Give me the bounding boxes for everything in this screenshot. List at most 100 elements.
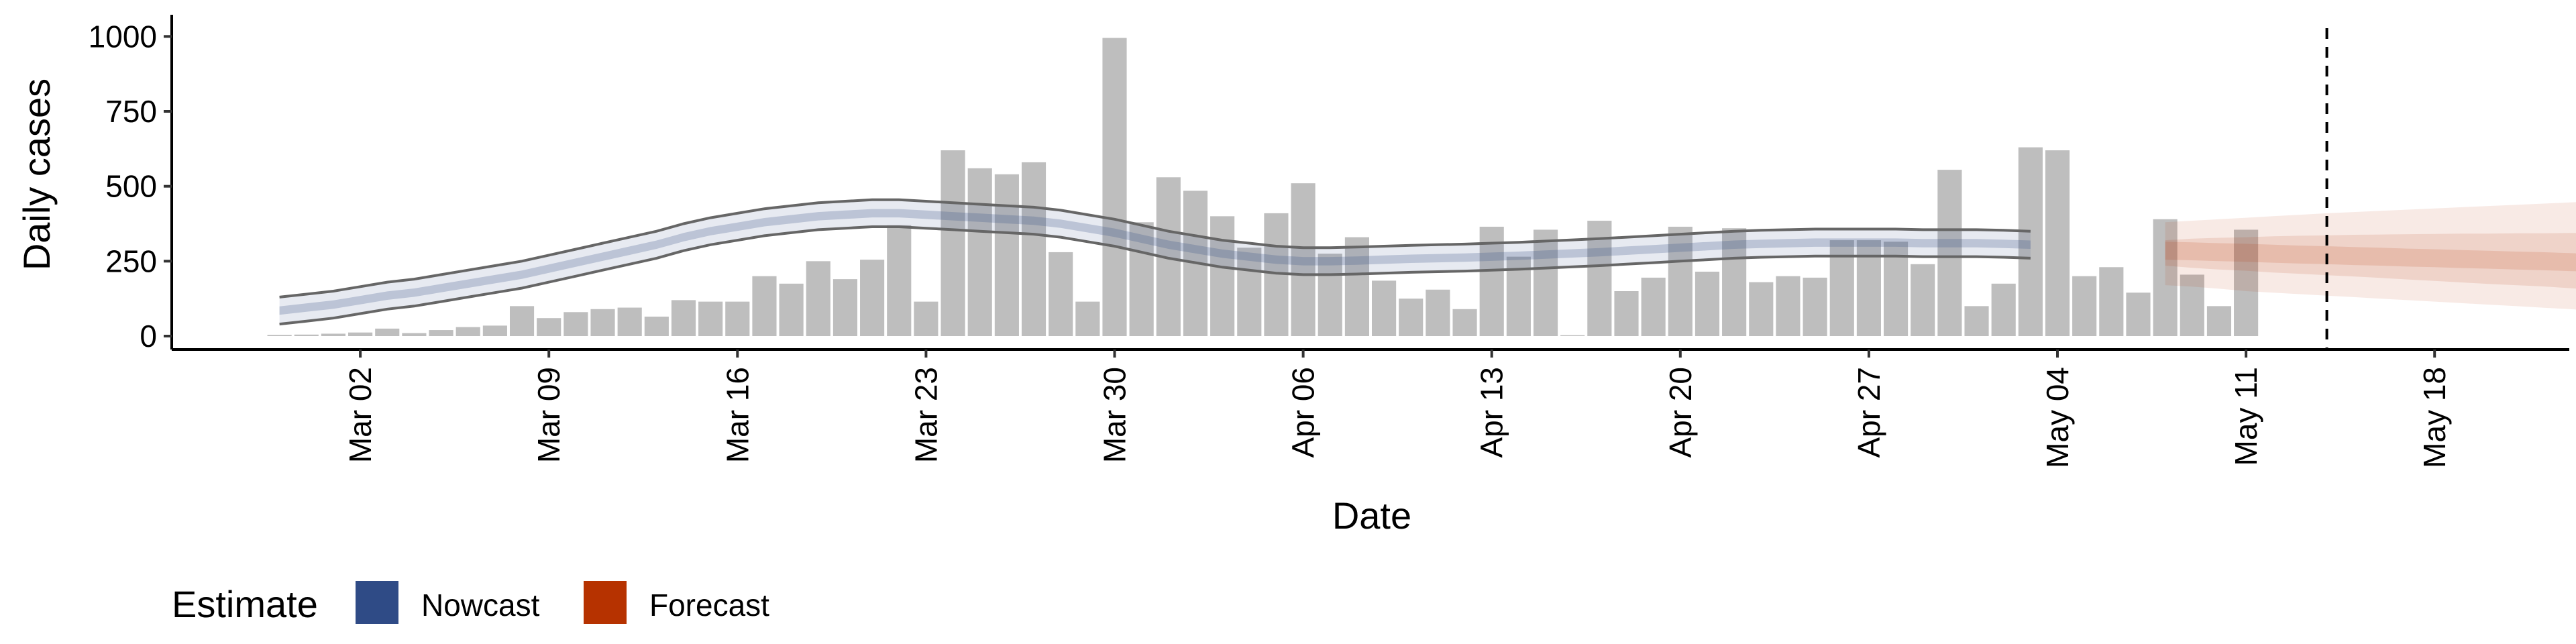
case-bar xyxy=(1937,170,1962,336)
case-bar xyxy=(1560,335,1585,336)
case-bar xyxy=(1318,254,1342,336)
forecast-mid-band xyxy=(2165,233,2576,289)
case-bar xyxy=(1102,38,1127,337)
legend-title: Estimate xyxy=(172,583,318,625)
case-bar xyxy=(914,301,938,336)
legend-label-nowcast: Nowcast xyxy=(421,588,540,623)
y-tick-label: 750 xyxy=(105,94,157,129)
y-axis-title: Daily cases xyxy=(15,78,58,270)
case-bar xyxy=(1803,277,1827,336)
case-bar xyxy=(348,332,373,336)
case-bar xyxy=(509,306,535,336)
case-bar xyxy=(2099,267,2124,336)
case-bar xyxy=(2180,274,2204,336)
case-bar xyxy=(429,330,453,336)
case-bar xyxy=(1049,252,1073,336)
case-bar xyxy=(887,225,912,336)
y-tick-label: 500 xyxy=(105,169,157,204)
case-bar xyxy=(1911,264,1935,336)
case-bar xyxy=(1399,299,1424,336)
case-bar xyxy=(779,283,804,336)
case-bar xyxy=(455,327,480,336)
case-bar xyxy=(1452,309,1477,336)
legend-label-forecast: Forecast xyxy=(649,588,769,623)
case-bar xyxy=(590,309,615,336)
x-tick-label: Mar 30 xyxy=(1097,367,1132,463)
case-bar xyxy=(725,301,750,336)
case-bar xyxy=(1021,162,1046,336)
x-tick-label: Mar 23 xyxy=(908,367,943,463)
legend: Estimate Nowcast Forecast xyxy=(172,581,769,625)
case-bar xyxy=(1075,301,1100,336)
case-bar xyxy=(2018,147,2043,336)
case-bar xyxy=(1614,291,1639,336)
nowcast-lower-line xyxy=(279,225,2031,326)
case-bar xyxy=(564,312,588,336)
legend-swatch-forecast xyxy=(584,581,627,624)
legend-swatch-nowcast xyxy=(356,581,398,624)
case-bar xyxy=(1749,282,1774,336)
x-axis-title: Date xyxy=(1332,494,1411,537)
case-bar xyxy=(1776,276,1801,336)
case-bar xyxy=(1372,280,1397,336)
case-bar xyxy=(1210,216,1235,336)
y-tick-label: 1000 xyxy=(89,19,157,54)
y-tick-label: 0 xyxy=(140,319,157,354)
nowcast-outer-band xyxy=(279,199,2031,325)
case-bar xyxy=(2206,306,2232,336)
case-bar xyxy=(644,316,669,336)
case-bar xyxy=(1129,222,1154,336)
case-bar xyxy=(321,333,346,336)
case-bar xyxy=(833,279,858,336)
case-bar xyxy=(267,335,292,336)
case-bar xyxy=(967,168,992,336)
case-bar xyxy=(402,333,427,336)
case-bar xyxy=(806,261,830,336)
case-bar xyxy=(1722,228,1747,336)
case-bar xyxy=(1237,248,1262,336)
axes: 0 250 500 750 1000 Mar 02 Mar 09 Mar 16 Mar 23 Ma… xyxy=(89,15,2569,468)
case-bar xyxy=(1344,237,1369,336)
case-bar xyxy=(1964,306,1989,336)
x-tick-label: Apr 06 xyxy=(1286,367,1321,458)
case-bar xyxy=(537,318,561,336)
x-tick-label: May 04 xyxy=(2040,367,2075,468)
forecast-inner-band xyxy=(2165,241,2576,272)
case-bar xyxy=(482,325,507,336)
x-tick-label: Mar 02 xyxy=(343,367,378,463)
y-tick-label: 250 xyxy=(105,244,157,278)
case-bar xyxy=(2234,229,2259,336)
case-bar xyxy=(994,174,1019,336)
case-bar xyxy=(1991,283,2016,336)
case-bar xyxy=(2153,219,2178,336)
case-bar xyxy=(671,300,696,336)
forecast-outer-band xyxy=(2165,202,2576,310)
case-bar xyxy=(2072,276,2097,336)
case-bar xyxy=(294,334,319,336)
case-bar xyxy=(2126,292,2151,336)
nowcast-upper-line xyxy=(279,198,2031,299)
x-tick-label: Mar 09 xyxy=(531,367,566,463)
case-bar xyxy=(860,260,885,336)
x-tick-label: May 11 xyxy=(2229,367,2263,466)
case-bar xyxy=(1668,226,1693,336)
case-bar xyxy=(698,301,723,336)
case-bar xyxy=(1479,226,1504,336)
x-tick-label: Mar 16 xyxy=(720,367,755,463)
case-bar xyxy=(1695,271,1720,336)
case-bar xyxy=(941,150,965,337)
case-bar xyxy=(752,276,777,336)
case-bar xyxy=(1641,277,1666,336)
case-bar xyxy=(2045,150,2070,337)
x-tick-label: Apr 20 xyxy=(1663,367,1698,458)
case-bar xyxy=(1426,289,1450,336)
x-tick-label: May 18 xyxy=(2417,367,2452,468)
case-bar xyxy=(375,328,400,336)
case-bar xyxy=(1533,229,1558,336)
case-bar xyxy=(1291,183,1316,336)
plot-area xyxy=(267,28,2576,350)
case-bar xyxy=(617,307,642,336)
x-tick-label: Apr 27 xyxy=(1851,367,1886,458)
x-tick-label: Apr 13 xyxy=(1474,367,1509,458)
